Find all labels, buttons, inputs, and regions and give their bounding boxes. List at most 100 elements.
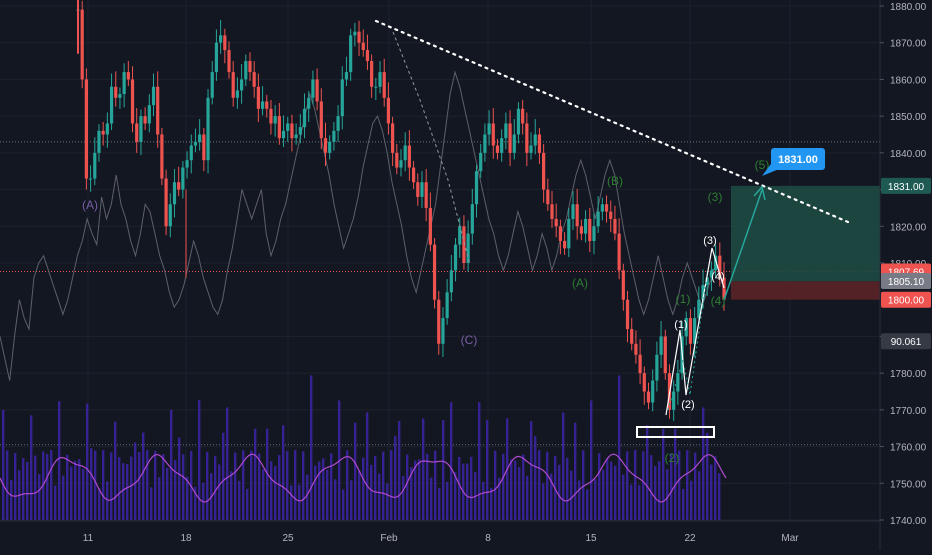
volume-bar: [158, 477, 161, 520]
support-box[interactable]: [636, 426, 715, 438]
candle-body: [588, 218, 592, 241]
candle-body: [458, 226, 462, 245]
candle-body: [328, 141, 332, 153]
candle-body: [655, 354, 659, 381]
volume-bar: [590, 400, 593, 520]
candle-body: [344, 72, 349, 80]
candle-body: [659, 336, 663, 355]
candle-body: [621, 270, 625, 300]
volume-bar: [402, 476, 405, 520]
wave-label-A_left: (A): [82, 198, 98, 212]
volume-bar: [426, 453, 429, 520]
candle-body: [231, 72, 235, 98]
volume-bar: [162, 454, 165, 520]
candle-body: [84, 79, 88, 179]
volume-bar: [658, 461, 661, 520]
volume-bar: [246, 488, 249, 520]
volume-bar: [502, 453, 505, 520]
candle-body: [525, 123, 529, 153]
volume-bar: [594, 479, 597, 520]
volume-bar: [146, 450, 149, 520]
volume-bar: [326, 469, 329, 520]
price-callouts: 1807.69 1831.00 1805.10 1800.00 90.061 1831.0…: [762, 148, 931, 350]
target-arrow[interactable]: [723, 189, 763, 301]
candle-body: [625, 299, 630, 330]
volume-bar: [478, 402, 481, 520]
candle-body: [474, 171, 479, 205]
volume-bar: [214, 456, 217, 520]
candle-body: [420, 182, 424, 197]
volume-bar: [302, 451, 305, 520]
volume-bar: [322, 458, 325, 520]
chart-drawings[interactable]: [374, 19, 850, 438]
candle-body: [630, 329, 634, 344]
volume-bar: [582, 450, 585, 520]
candle-body: [80, 9, 84, 80]
candle-body: [177, 182, 181, 190]
candle-body: [571, 204, 575, 219]
candle-body: [135, 123, 139, 142]
candle-body: [701, 285, 705, 300]
volume-bar: [670, 453, 673, 520]
volume-bar: [282, 425, 285, 520]
candle-body: [529, 145, 533, 153]
wave-label-C: (C): [461, 333, 478, 347]
candle-body: [114, 86, 118, 98]
volume-bar: [62, 475, 65, 520]
time-axis[interactable]: 11 18 25 Feb 8 15 22 Mar: [0, 520, 880, 544]
volume-bar: [170, 409, 173, 520]
volume-bar: [46, 454, 49, 520]
candle-body: [307, 97, 311, 109]
candle-body: [260, 101, 265, 109]
price-tag-hidden: 1807.69: [888, 267, 925, 278]
volume-bar: [518, 467, 521, 520]
volume-bar: [10, 479, 13, 520]
volume-bar: [14, 452, 17, 520]
candle-body: [332, 130, 336, 142]
wave-label-s4: (4): [711, 271, 724, 283]
candle-body: [130, 79, 135, 124]
volume-bar: [378, 473, 381, 520]
candle-body: [302, 108, 307, 128]
volume-bar: [646, 425, 649, 520]
price-tick-label: 1870.00: [890, 39, 927, 50]
volume-bar: [110, 452, 113, 520]
volume-bar: [546, 451, 549, 520]
volume-bar: [682, 488, 685, 520]
candle-body: [466, 233, 470, 263]
candle-body: [617, 233, 621, 271]
volume-bar: [526, 476, 529, 520]
trend-line[interactable]: [374, 19, 850, 224]
volume-bar: [74, 460, 77, 520]
candle-body: [567, 218, 571, 249]
volume-bar: [470, 456, 473, 520]
candle-body: [399, 160, 403, 168]
candle-body: [554, 218, 558, 227]
oscillator-path: [0, 453, 727, 503]
price-tag-target: 1831.00: [888, 182, 925, 193]
price-candles: [76, 0, 726, 421]
volume-bar: [90, 448, 93, 520]
candle-body: [311, 79, 315, 98]
candle-body: [697, 299, 701, 319]
volume-bar: [634, 450, 637, 520]
volume-bar: [570, 470, 573, 520]
candle-body: [508, 123, 512, 153]
candle-body: [684, 318, 688, 337]
volume-bar: [270, 461, 273, 520]
wave-label-s2: (2): [681, 399, 694, 411]
candle-body: [642, 373, 646, 392]
candle-body: [168, 204, 172, 227]
price-tag-target-background: [881, 177, 931, 194]
candle-body: [101, 130, 105, 135]
time-tick-label: 25: [282, 533, 294, 544]
candle-body: [198, 134, 202, 142]
candle-body: [126, 72, 130, 80]
candle-body: [118, 94, 122, 98]
candle-body: [139, 116, 143, 142]
candle-body: [441, 318, 445, 344]
time-tick-label: 15: [585, 533, 597, 544]
volume-bar: [466, 463, 469, 520]
